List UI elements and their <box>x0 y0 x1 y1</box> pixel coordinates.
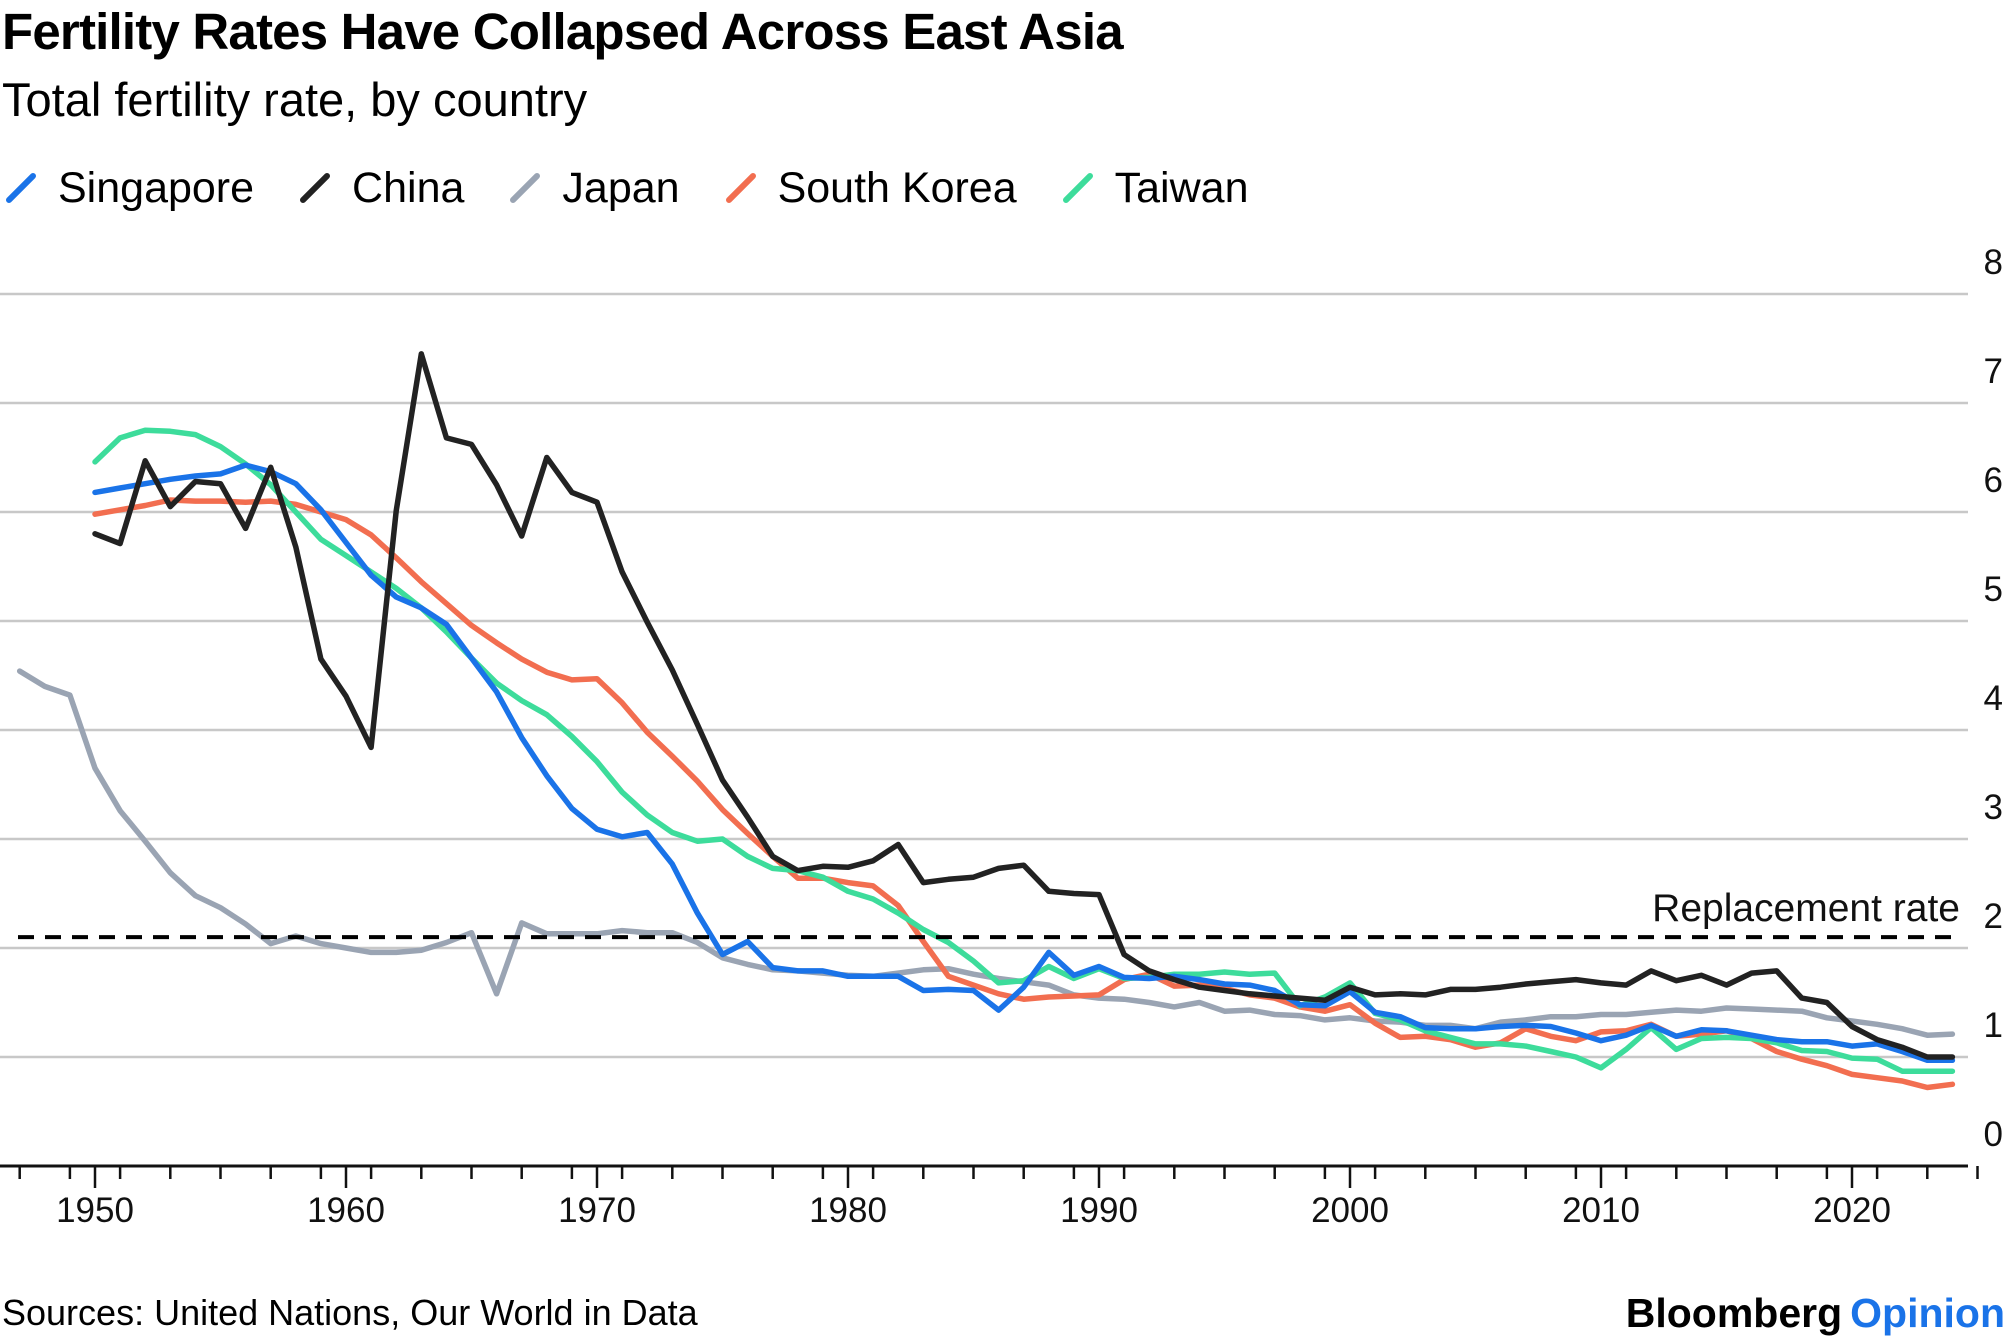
legend-swatch-icon <box>300 173 331 203</box>
chart-title: Fertility Rates Have Collapsed Across Ea… <box>2 3 1124 60</box>
series-line-singapore <box>92 462 1956 1064</box>
series-line-china <box>92 351 1956 1060</box>
legend-label: Japan <box>562 163 680 212</box>
x-tick-label: 1960 <box>307 1191 385 1230</box>
x-tick-label: 1950 <box>56 1191 134 1230</box>
chart-legend: Singapore China Japan South Korea Taiwan <box>4 160 1293 216</box>
legend-item-china: China <box>298 164 464 213</box>
x-tick-label: 2020 <box>1813 1191 1891 1230</box>
legend-label: South Korea <box>777 163 1017 212</box>
y-tick-label: 0 <box>1984 1115 2003 1154</box>
legend-item-singapore: Singapore <box>4 164 254 213</box>
legend-item-south-korea: South Korea <box>724 164 1017 213</box>
y-tick-label: 7 <box>1984 352 2003 391</box>
y-tick-label: 2 <box>1984 897 2003 936</box>
y-tick-label: 5 <box>1984 570 2003 609</box>
replacement-rate-label: Replacement rate <box>1652 887 1960 930</box>
series-line-taiwan <box>92 427 1956 1074</box>
x-tick-label: 1980 <box>809 1191 887 1230</box>
brand-logo: Bloomberg Opinion <box>1626 1290 2005 1337</box>
chart-subtitle: Total fertility rate, by country <box>2 73 588 126</box>
series-line-japan <box>16 668 1956 1038</box>
x-tick-label: 2010 <box>1562 1191 1640 1230</box>
brand-name: Bloomberg <box>1625 1290 1843 1336</box>
y-tick-label: 6 <box>1984 461 2003 500</box>
legend-swatch-icon <box>510 173 541 203</box>
x-tick-label: 1990 <box>1060 1191 1138 1230</box>
y-tick-label: 8 <box>1984 243 2003 282</box>
legend-swatch-icon <box>1062 173 1093 203</box>
x-tick-label: 2000 <box>1311 1191 1389 1230</box>
legend-label: China <box>352 163 465 212</box>
x-tick-label: 1970 <box>558 1191 636 1230</box>
y-tick-label: 4 <box>1984 679 2003 718</box>
y-tick-label: 3 <box>1984 788 2003 827</box>
legend-swatch-icon <box>725 173 756 203</box>
legend-label: Taiwan <box>1114 163 1249 212</box>
legend-swatch-icon <box>6 173 36 203</box>
source-note: Sources: United Nations, Our World in Da… <box>2 1292 698 1333</box>
legend-item-japan: Japan <box>508 163 680 213</box>
brand-accent: Opinion <box>1850 1290 2005 1336</box>
legend-item-taiwan: Taiwan <box>1061 164 1249 213</box>
series-line-south-korea <box>92 497 1956 1091</box>
legend-label: Singapore <box>58 163 255 212</box>
y-tick-label: 1 <box>1984 1006 2003 1045</box>
